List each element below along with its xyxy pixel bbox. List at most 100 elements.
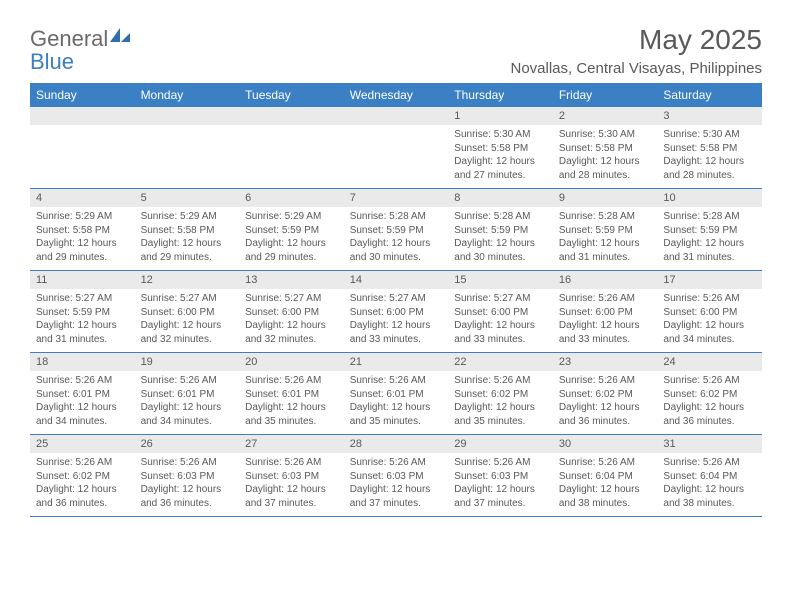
day-info-line: Daylight: 12 hours xyxy=(245,319,338,333)
day-cell: Sunrise: 5:26 AMSunset: 6:01 PMDaylight:… xyxy=(30,371,135,434)
day-info-line: Sunrise: 5:30 AM xyxy=(663,128,756,142)
day-info-line: and 30 minutes. xyxy=(454,251,547,265)
day-number: 7 xyxy=(344,189,449,207)
day-info-line: and 29 minutes. xyxy=(36,251,129,265)
day-info-line: and 29 minutes. xyxy=(141,251,234,265)
day-info-line: and 32 minutes. xyxy=(245,333,338,347)
day-info-line: Sunrise: 5:26 AM xyxy=(141,374,234,388)
day-info-line: Sunset: 6:03 PM xyxy=(454,470,547,484)
day-info-line: Sunrise: 5:27 AM xyxy=(245,292,338,306)
day-info-line: Sunset: 6:01 PM xyxy=(36,388,129,402)
day-info-line: and 36 minutes. xyxy=(663,415,756,429)
logo-word-a: General xyxy=(30,26,108,51)
day-number: 30 xyxy=(553,435,658,453)
logo: General Blue xyxy=(30,28,130,74)
weekday-label: Sunday xyxy=(30,84,135,107)
day-info-line: Daylight: 12 hours xyxy=(454,237,547,251)
day-info-line: Sunrise: 5:26 AM xyxy=(350,456,443,470)
day-info-line: Daylight: 12 hours xyxy=(454,319,547,333)
weekday-header-row: Sunday Monday Tuesday Wednesday Thursday… xyxy=(30,83,762,107)
day-info-line: Sunset: 5:59 PM xyxy=(663,224,756,238)
day-info-line: Sunrise: 5:26 AM xyxy=(245,456,338,470)
day-info-line: Sunrise: 5:29 AM xyxy=(36,210,129,224)
day-info-line: and 37 minutes. xyxy=(454,497,547,511)
day-info-line: Daylight: 12 hours xyxy=(559,237,652,251)
day-info-line: Sunset: 6:00 PM xyxy=(663,306,756,320)
day-info-line: and 29 minutes. xyxy=(245,251,338,265)
day-number: 28 xyxy=(344,435,449,453)
day-info-line: Sunset: 6:02 PM xyxy=(663,388,756,402)
day-info-line: Sunrise: 5:26 AM xyxy=(141,456,234,470)
day-cell: Sunrise: 5:26 AMSunset: 6:03 PMDaylight:… xyxy=(448,453,553,516)
day-info-line: and 36 minutes. xyxy=(36,497,129,511)
day-info-line: Sunrise: 5:26 AM xyxy=(36,374,129,388)
day-info-line: Sunrise: 5:26 AM xyxy=(36,456,129,470)
day-cell: Sunrise: 5:26 AMSunset: 6:03 PMDaylight:… xyxy=(344,453,449,516)
day-cell: Sunrise: 5:30 AMSunset: 5:58 PMDaylight:… xyxy=(553,125,658,188)
day-info-line: Sunset: 6:02 PM xyxy=(454,388,547,402)
day-info-line: Sunset: 5:59 PM xyxy=(245,224,338,238)
day-cell: Sunrise: 5:27 AMSunset: 6:00 PMDaylight:… xyxy=(448,289,553,352)
day-info-line: Sunrise: 5:26 AM xyxy=(454,374,547,388)
day-number: 9 xyxy=(553,189,658,207)
weekday-label: Saturday xyxy=(657,84,762,107)
day-info-line: Sunrise: 5:29 AM xyxy=(245,210,338,224)
day-info-line: Sunrise: 5:26 AM xyxy=(559,292,652,306)
day-info-line: and 33 minutes. xyxy=(559,333,652,347)
day-info-line: and 37 minutes. xyxy=(350,497,443,511)
day-info-line: Daylight: 12 hours xyxy=(454,155,547,169)
day-info-line: Sunrise: 5:28 AM xyxy=(350,210,443,224)
day-info-line: and 36 minutes. xyxy=(559,415,652,429)
day-number: 1 xyxy=(448,107,553,125)
day-info-line: and 31 minutes. xyxy=(559,251,652,265)
day-cell: Sunrise: 5:26 AMSunset: 6:02 PMDaylight:… xyxy=(553,371,658,434)
weekday-label: Tuesday xyxy=(239,84,344,107)
day-number: 29 xyxy=(448,435,553,453)
logo-word-b: Blue xyxy=(30,49,74,74)
day-cell: Sunrise: 5:27 AMSunset: 6:00 PMDaylight:… xyxy=(135,289,240,352)
day-info-line: Sunrise: 5:26 AM xyxy=(454,456,547,470)
day-info-line: Daylight: 12 hours xyxy=(663,237,756,251)
day-number: 24 xyxy=(657,353,762,371)
day-info-line: Daylight: 12 hours xyxy=(245,483,338,497)
day-cell xyxy=(135,125,240,188)
month-title: May 2025 xyxy=(510,24,762,56)
day-info-line: Daylight: 12 hours xyxy=(559,401,652,415)
day-number xyxy=(135,107,240,125)
day-number: 26 xyxy=(135,435,240,453)
day-number: 11 xyxy=(30,271,135,289)
day-info-line: and 28 minutes. xyxy=(663,169,756,183)
day-info-line: Sunrise: 5:26 AM xyxy=(663,292,756,306)
location-text: Novallas, Central Visayas, Philippines xyxy=(510,60,762,77)
day-number: 27 xyxy=(239,435,344,453)
day-info-line: Sunset: 6:03 PM xyxy=(141,470,234,484)
day-cell: Sunrise: 5:30 AMSunset: 5:58 PMDaylight:… xyxy=(448,125,553,188)
day-cell: Sunrise: 5:26 AMSunset: 6:02 PMDaylight:… xyxy=(448,371,553,434)
weekday-label: Thursday xyxy=(448,84,553,107)
day-number xyxy=(344,107,449,125)
day-info-line: Daylight: 12 hours xyxy=(36,483,129,497)
day-cell: Sunrise: 5:29 AMSunset: 5:58 PMDaylight:… xyxy=(30,207,135,270)
day-cell xyxy=(239,125,344,188)
day-info-line: Sunrise: 5:30 AM xyxy=(559,128,652,142)
day-info-line: Sunset: 6:03 PM xyxy=(350,470,443,484)
day-info-line: Daylight: 12 hours xyxy=(36,401,129,415)
day-info-line: Sunset: 5:58 PM xyxy=(36,224,129,238)
day-info-line: Sunrise: 5:26 AM xyxy=(245,374,338,388)
day-cell xyxy=(344,125,449,188)
title-block: May 2025 Novallas, Central Visayas, Phil… xyxy=(510,24,762,77)
page-header: General Blue May 2025 Novallas, Central … xyxy=(30,24,762,77)
day-info-line: Sunrise: 5:28 AM xyxy=(663,210,756,224)
day-info-line: and 32 minutes. xyxy=(141,333,234,347)
day-cell: Sunrise: 5:29 AMSunset: 5:58 PMDaylight:… xyxy=(135,207,240,270)
day-cell: Sunrise: 5:26 AMSunset: 6:01 PMDaylight:… xyxy=(344,371,449,434)
day-info-line: Daylight: 12 hours xyxy=(350,483,443,497)
day-info-line: and 35 minutes. xyxy=(454,415,547,429)
day-cell: Sunrise: 5:27 AMSunset: 6:00 PMDaylight:… xyxy=(344,289,449,352)
day-number: 2 xyxy=(553,107,658,125)
day-info-line: Sunrise: 5:26 AM xyxy=(559,456,652,470)
day-info-line: and 31 minutes. xyxy=(663,251,756,265)
day-info-line: Daylight: 12 hours xyxy=(350,319,443,333)
calendar-week: 18192021222324Sunrise: 5:26 AMSunset: 6:… xyxy=(30,353,762,435)
day-info-line: Sunrise: 5:26 AM xyxy=(663,374,756,388)
